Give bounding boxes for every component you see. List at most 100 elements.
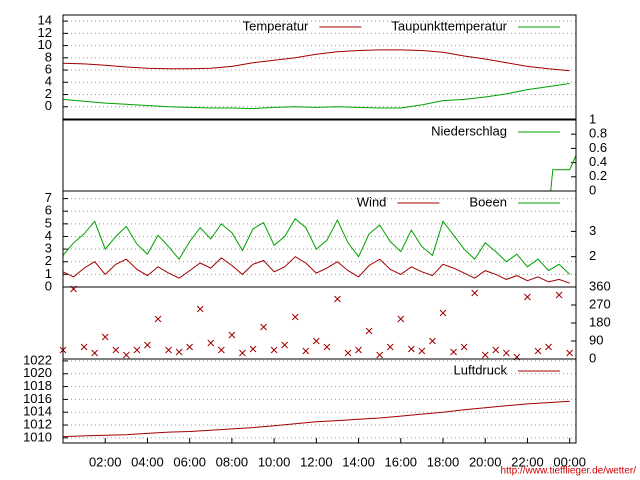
legend-label: Boeen	[469, 194, 507, 209]
y2-tick-label: 0.2	[589, 168, 607, 183]
point	[439, 309, 447, 317]
point	[133, 346, 141, 354]
point	[281, 341, 289, 349]
y-tick-label: 12	[38, 25, 52, 40]
point	[312, 337, 320, 345]
point	[186, 343, 194, 351]
point	[376, 351, 384, 359]
point	[334, 295, 341, 303]
panel-frame	[62, 14, 577, 120]
y2-tick-label: 1	[589, 111, 596, 126]
point	[460, 343, 468, 351]
y-tick-label: 7	[45, 190, 52, 205]
point	[555, 291, 563, 299]
point	[344, 349, 352, 357]
x-tick-label: 04:00	[131, 454, 164, 469]
x-tick-label: 18:00	[427, 454, 460, 469]
point	[355, 346, 362, 354]
point	[418, 347, 426, 355]
point	[365, 327, 373, 335]
x-tick-label: 08:00	[216, 454, 249, 469]
legend-label: Niederschlag	[431, 123, 507, 138]
y-tick-label: 5	[45, 215, 52, 230]
y-tick-label: 1016	[23, 391, 52, 406]
point	[471, 289, 479, 297]
point	[291, 313, 299, 321]
series-line	[62, 218, 571, 275]
x-tick-label: 16:00	[385, 454, 418, 469]
y2-tick-label: 360	[589, 278, 611, 293]
point	[260, 323, 267, 331]
point	[397, 315, 405, 323]
y-tick-label: 1010	[23, 429, 52, 444]
point	[524, 293, 531, 301]
point	[101, 333, 109, 341]
point	[270, 346, 278, 354]
x-tick-label: 00:00	[553, 454, 586, 469]
point	[228, 331, 236, 339]
point	[217, 346, 225, 354]
point	[165, 346, 172, 354]
y2-tick-label: 0	[589, 182, 596, 197]
point	[386, 343, 394, 351]
y2-tick-label: 2	[589, 248, 596, 263]
legend-label: Taupunkttemperatur	[391, 18, 507, 33]
series-line	[62, 256, 570, 284]
point	[154, 315, 162, 323]
point	[91, 349, 99, 357]
y-tick-label: 1	[45, 266, 52, 281]
y-tick-label: 1014	[23, 404, 52, 419]
legend-label: Wind	[357, 194, 387, 209]
y-tick-label: 14	[38, 13, 52, 28]
x-tick-label: 12:00	[300, 454, 333, 469]
point	[566, 349, 574, 357]
credit: http://www.tiefflieger.de/wetter/	[501, 466, 637, 477]
series-line	[62, 49, 570, 72]
y-tick-label: 2	[45, 86, 52, 101]
y2-tick-label: 0.4	[589, 154, 607, 169]
point	[545, 343, 552, 351]
y2-tick-label: 270	[589, 296, 611, 311]
point	[196, 305, 204, 313]
point	[502, 349, 510, 357]
y2-tick-label: 3	[589, 223, 596, 238]
point	[302, 347, 310, 355]
x-tick-label: 20:00	[469, 454, 502, 469]
y-tick-label: 10	[38, 37, 52, 52]
series-line	[62, 400, 570, 438]
x-tick-label: 22:00	[511, 454, 544, 469]
point	[207, 339, 215, 347]
legend-label: Temperatur	[243, 18, 309, 33]
point	[481, 351, 489, 359]
point	[534, 347, 542, 355]
y-tick-label: 6	[45, 61, 52, 76]
x-tick-label: 02:00	[89, 454, 122, 469]
y-tick-label: 1012	[23, 416, 52, 431]
point	[429, 337, 436, 345]
y2-tick-label: 0.8	[589, 126, 607, 141]
y2-tick-label: 180	[589, 314, 611, 329]
point	[492, 346, 500, 354]
x-tick-label: 14:00	[342, 454, 375, 469]
point	[323, 343, 331, 351]
y-tick-label: 1022	[23, 352, 52, 367]
y-tick-label: 8	[45, 49, 52, 64]
point	[144, 341, 151, 349]
point	[450, 348, 457, 356]
point	[249, 345, 257, 353]
panel-frame	[62, 358, 577, 444]
point	[80, 343, 88, 351]
y-tick-label: 4	[45, 228, 52, 243]
y-tick-label: 0	[45, 98, 52, 113]
x-tick-label: 06:00	[173, 454, 206, 469]
y-tick-label: 6	[45, 203, 52, 218]
y2-tick-label: 0	[589, 350, 596, 365]
panel-frame	[62, 286, 577, 360]
y-tick-label: 3	[45, 241, 52, 256]
legend-label: Luftdruck	[454, 362, 508, 377]
y2-tick-label: 90	[589, 332, 603, 347]
point	[112, 346, 120, 354]
point	[175, 348, 183, 356]
point	[239, 349, 246, 357]
